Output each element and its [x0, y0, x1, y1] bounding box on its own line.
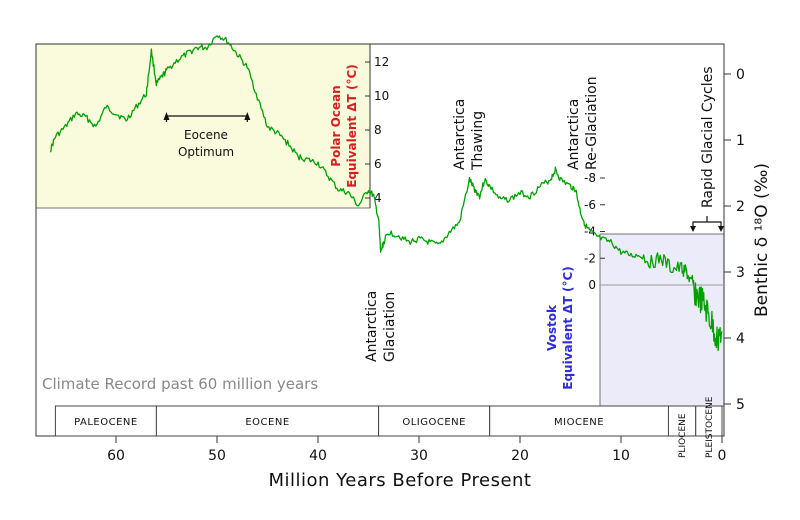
vostok-axis-label-line1: Vostok — [545, 304, 559, 351]
polar-tick-label-6: 6 — [374, 157, 382, 171]
polar-ocean-panel — [35, 43, 371, 209]
eocene-optimum-label-line1: Eocene — [184, 128, 228, 142]
x-tick-label-40: 40 — [309, 448, 327, 464]
chart-title: Climate Record past 60 million years — [42, 375, 318, 393]
x-tick-label-0: 0 — [718, 448, 727, 464]
vostok-tick-label--2: -2 — [584, 251, 596, 265]
epoch-box-eocene — [155, 405, 380, 437]
polar-tick-label-8: 8 — [374, 123, 382, 137]
vostok-tick-label--4: -4 — [584, 225, 596, 239]
vostok-tick-label--6: -6 — [584, 198, 596, 212]
epoch-label-eocene: EOCENE — [245, 417, 289, 428]
vostok-axis-label-line2: Equivalent ΔT (°C) — [561, 266, 575, 390]
thawing-label-line1: Antarctica — [452, 99, 468, 170]
y-right-tick-label-1: 1 — [736, 133, 745, 149]
rapid-glacial-cycles-arrow-left — [690, 226, 696, 232]
x-tick-label-10: 10 — [612, 448, 630, 464]
x-tick-label-20: 20 — [511, 448, 529, 464]
x-axis-label: Million Years Before Present — [269, 470, 532, 491]
epoch-box-pleistocene — [695, 405, 723, 437]
y-axis-label-right: Benthic δ ¹⁸O (‰) — [752, 163, 772, 317]
x-tick-label-30: 30 — [410, 448, 428, 464]
y-right-tick-label-3: 3 — [736, 265, 745, 281]
polar-tick-label-10: 10 — [374, 89, 389, 103]
epoch-label-pleistocene: PLEISTOCENE — [705, 396, 715, 458]
vostok-panel — [599, 233, 725, 407]
thawing-label-line2: Thawing — [470, 111, 486, 171]
epoch-box-paleocene — [54, 405, 157, 437]
epoch-label-oligocene: OLIGOCENE — [402, 417, 466, 428]
epoch-label-pliocene: PLIOCENE — [678, 413, 688, 458]
epoch-box-oligocene — [378, 405, 491, 437]
y-right-tick-label-0: 0 — [736, 67, 745, 83]
epoch-box-pliocene — [667, 405, 697, 437]
x-tick-label-50: 50 — [208, 448, 226, 464]
y-right-tick-label-2: 2 — [736, 199, 745, 215]
benthic-d18o-line — [49, 35, 723, 352]
polar-tick-label-12: 12 — [374, 55, 389, 69]
rapid-glacial-cycles-arrow-right — [718, 226, 724, 232]
y-right-tick-label-5: 5 — [736, 397, 745, 413]
polar-tick-label-4: 4 — [374, 191, 382, 205]
epoch-label-miocene: MIOCENE — [554, 417, 604, 428]
polar-axis-label-line2: Equivalent ΔT (°C) — [345, 64, 359, 188]
eocene-optimum-arrow-right — [244, 112, 251, 120]
glaciation-label-line1: Antarctica — [364, 291, 380, 362]
eocene-optimum-label-line2: Optimum — [178, 145, 234, 159]
y-right-tick-label-4: 4 — [736, 331, 745, 347]
rapid-glacial-cycles-label: Rapid Glacial Cycles — [700, 67, 716, 209]
vostok-tick-label-0: 0 — [588, 278, 596, 292]
x-tick-label-60: 60 — [107, 448, 125, 464]
reglaciation-label-line1: Antarctica — [566, 99, 582, 170]
glaciation-label-line2: Glaciation — [382, 292, 398, 362]
eocene-optimum-arrow-left — [163, 112, 170, 120]
vostok-tick-label--8: -8 — [584, 171, 596, 185]
reglaciation-label-line2: Re-Glaciation — [584, 76, 600, 170]
polar-axis-label-line1: Polar Ocean — [329, 85, 343, 166]
epoch-label-paleocene: PALEOCENE — [74, 417, 138, 428]
